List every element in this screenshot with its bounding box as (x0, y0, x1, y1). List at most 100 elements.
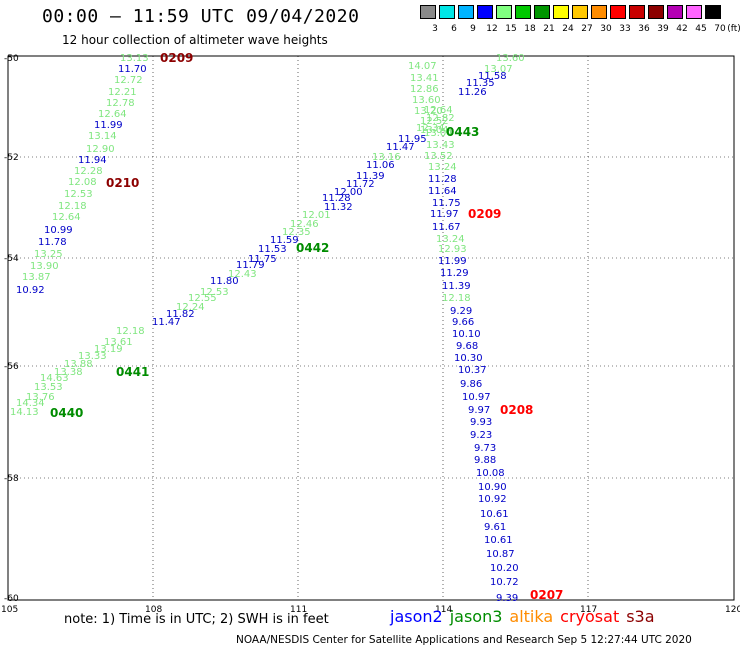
wave-height-label: 11.26 (458, 87, 487, 98)
scale-swatch (515, 5, 531, 19)
scale-swatch (458, 5, 474, 19)
wave-height-label: 13.25 (34, 249, 63, 260)
wave-height-label: 12.78 (106, 98, 135, 109)
wave-height-label: 13.88 (64, 359, 93, 370)
wave-height-label: 11.59 (270, 235, 299, 246)
wave-height-label: 11.28 (428, 174, 457, 185)
wave-height-label: 12.18 (116, 326, 145, 337)
wave-height-label: 11.67 (432, 222, 461, 233)
wave-height-label: 12.08 (68, 177, 97, 188)
wave-height-label: 13.38 (54, 367, 83, 378)
wave-height-label: 13.60 (412, 95, 441, 106)
scale-swatch (629, 5, 645, 19)
wave-height-label: 11.82 (166, 309, 195, 320)
scale-label: 18 (524, 24, 536, 34)
wave-height-label: 10.61 (480, 509, 509, 520)
wave-height-label: 11.53 (258, 244, 287, 255)
wave-height-label: 9.97 (468, 405, 490, 416)
scale-label: 33 (619, 24, 631, 34)
scale-label: 36 (638, 24, 650, 34)
wave-height-label: 13.04 (420, 125, 449, 136)
wave-height-label: 9.88 (474, 455, 496, 466)
wave-height-label: 12.72 (114, 75, 143, 86)
wave-height-label: 9.68 (456, 341, 478, 352)
wave-height-label: 10.92 (478, 494, 507, 505)
pass-time-label: 0441 (116, 365, 149, 379)
wave-height-label: 11.29 (440, 268, 469, 279)
wave-height-label: 11.64 (428, 186, 457, 197)
wave-height-label: 12.82 (426, 113, 455, 124)
chart-title: 00:00 – 11:59 UTC 09/04/2020 (42, 6, 360, 27)
scale-label: 42 (676, 24, 688, 34)
scale-label: 30 (600, 24, 612, 34)
wave-height-label: 12.90 (86, 144, 115, 155)
wave-height-label: 11.06 (366, 160, 395, 171)
wave-height-label: 12.18 (442, 293, 471, 304)
wave-height-label: 10.97 (462, 392, 491, 403)
scale-swatch (648, 5, 664, 19)
wave-height-label: 12.53 (200, 287, 229, 298)
scale-label: 12 (486, 24, 498, 34)
scale-label: 15 (505, 24, 517, 34)
map-frame (7, 55, 735, 601)
wave-height-label: 11.39 (356, 171, 385, 182)
scale-label: 24 (562, 24, 574, 34)
wave-height-label: 13.53 (34, 382, 63, 393)
pass-time-label: 0440 (50, 406, 83, 420)
wave-height-label: 12.21 (108, 87, 137, 98)
wave-height-label: 14.34 (16, 398, 45, 409)
wave-height-label: 9.66 (452, 317, 474, 328)
satellite-legend: jason2 jason3 altika cryosat s3a (390, 607, 662, 626)
wave-height-label: 12.64 (52, 212, 81, 223)
wave-height-label: 13.16 (372, 152, 401, 163)
scale-label: 45 (695, 24, 707, 34)
wave-height-label: 12.18 (58, 201, 87, 212)
lat-tick-label: -50 (4, 54, 19, 64)
wave-height-label: 12.46 (290, 219, 319, 230)
wave-height-label: 11.28 (322, 193, 351, 204)
scale-label: 39 (657, 24, 669, 34)
wave-height-label: 12.52 (420, 116, 449, 127)
wave-height-label: 11.47 (152, 317, 181, 328)
scale-label: 3 (432, 24, 438, 34)
wave-height-label: 13.20 (414, 106, 443, 117)
wave-height-label: 9.73 (474, 443, 496, 454)
wave-height-label: 11.70 (118, 64, 147, 75)
legend-s3a: s3a (626, 607, 655, 626)
wave-height-label: 11.94 (78, 155, 107, 166)
scale-unit: (ft) (727, 24, 740, 34)
wave-height-label: 11.58 (478, 71, 507, 82)
lat-tick-label: -58 (4, 474, 19, 484)
wave-height-label: 11.32 (324, 202, 353, 213)
wave-height-label: 13.41 (410, 73, 439, 84)
scale-swatch (705, 5, 721, 19)
lat-tick-label: -60 (4, 594, 19, 604)
wave-height-label: 13.61 (104, 337, 133, 348)
wave-height-label: 13.14 (88, 131, 117, 142)
chart-subtitle: 12 hour collection of altimeter wave hei… (62, 33, 328, 47)
wave-height-label: 13.24 (428, 162, 457, 173)
wave-height-label: 12.86 (410, 84, 439, 95)
wave-height-label: 9.39 (496, 593, 518, 604)
pass-time-label: 0210 (106, 176, 139, 190)
scale-label: 27 (581, 24, 593, 34)
wave-height-label: 13.87 (22, 272, 51, 283)
wave-height-label: 10.92 (16, 285, 45, 296)
scale-label: 6 (451, 24, 457, 34)
scale-swatch (591, 5, 607, 19)
wave-height-label: 11.78 (38, 237, 67, 248)
wave-height-label: 10.08 (476, 468, 505, 479)
wave-height-label: 12.55 (188, 293, 217, 304)
wave-height-label: 13.13 (120, 53, 149, 64)
wave-height-label: 11.95 (398, 134, 427, 145)
lon-tick-label: 114 (435, 605, 452, 615)
scale-swatch (572, 5, 588, 19)
pass-time-label: 0208 (500, 403, 533, 417)
wave-height-label: 13.33 (78, 351, 107, 362)
wave-height-label: 13.04 (424, 128, 453, 139)
wave-height-label: 9.86 (460, 379, 482, 390)
credit-line: NOAA/NESDIS Center for Satellite Applica… (236, 634, 692, 646)
legend-cryosat: cryosat (560, 607, 620, 626)
lon-tick-label: 111 (290, 605, 307, 615)
scale-swatch (477, 5, 493, 19)
